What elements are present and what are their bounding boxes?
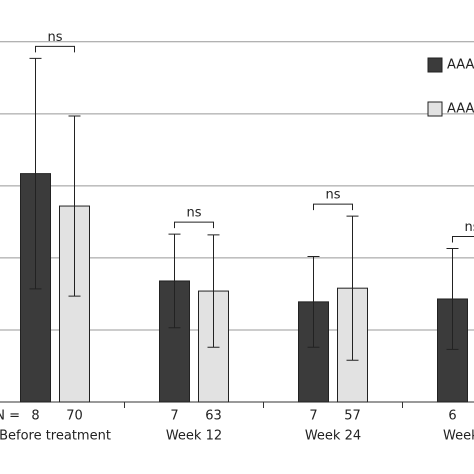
significance-bracket [452, 236, 474, 243]
n-label-title: N = [0, 409, 20, 424]
x-tick-label: Week 24 [305, 429, 361, 444]
x-tick-label: Week [443, 429, 474, 444]
bar [298, 301, 329, 403]
x-tick-label: Week 12 [166, 429, 222, 444]
significance-label: ns [186, 206, 201, 221]
n-label: 63 [205, 409, 222, 424]
legend-label: AAA [447, 58, 474, 73]
legend-label: AAA [447, 102, 474, 117]
n-label: 8 [31, 409, 39, 424]
x-tick-label: Before treatment [0, 429, 111, 444]
legend-swatch [427, 101, 443, 117]
significance-label: ns [464, 220, 474, 235]
bar [159, 280, 190, 403]
error-bar [29, 57, 42, 290]
significance-bracket [313, 203, 353, 211]
error-bar [68, 115, 81, 297]
significance-bracket [35, 45, 75, 53]
error-bar [168, 233, 181, 329]
n-label: 7 [309, 409, 317, 424]
error-bar [446, 248, 459, 350]
error-bar [346, 215, 359, 361]
error-bar [307, 255, 320, 348]
significance-label: ns [47, 30, 62, 45]
legend-swatch [427, 57, 443, 73]
error-bar [207, 234, 220, 348]
n-label: 7 [170, 409, 178, 424]
n-label: 70 [66, 409, 83, 424]
significance-label: ns [325, 188, 340, 203]
n-label: 57 [344, 409, 361, 424]
n-label: 6 [448, 409, 456, 424]
significance-bracket [174, 221, 214, 229]
